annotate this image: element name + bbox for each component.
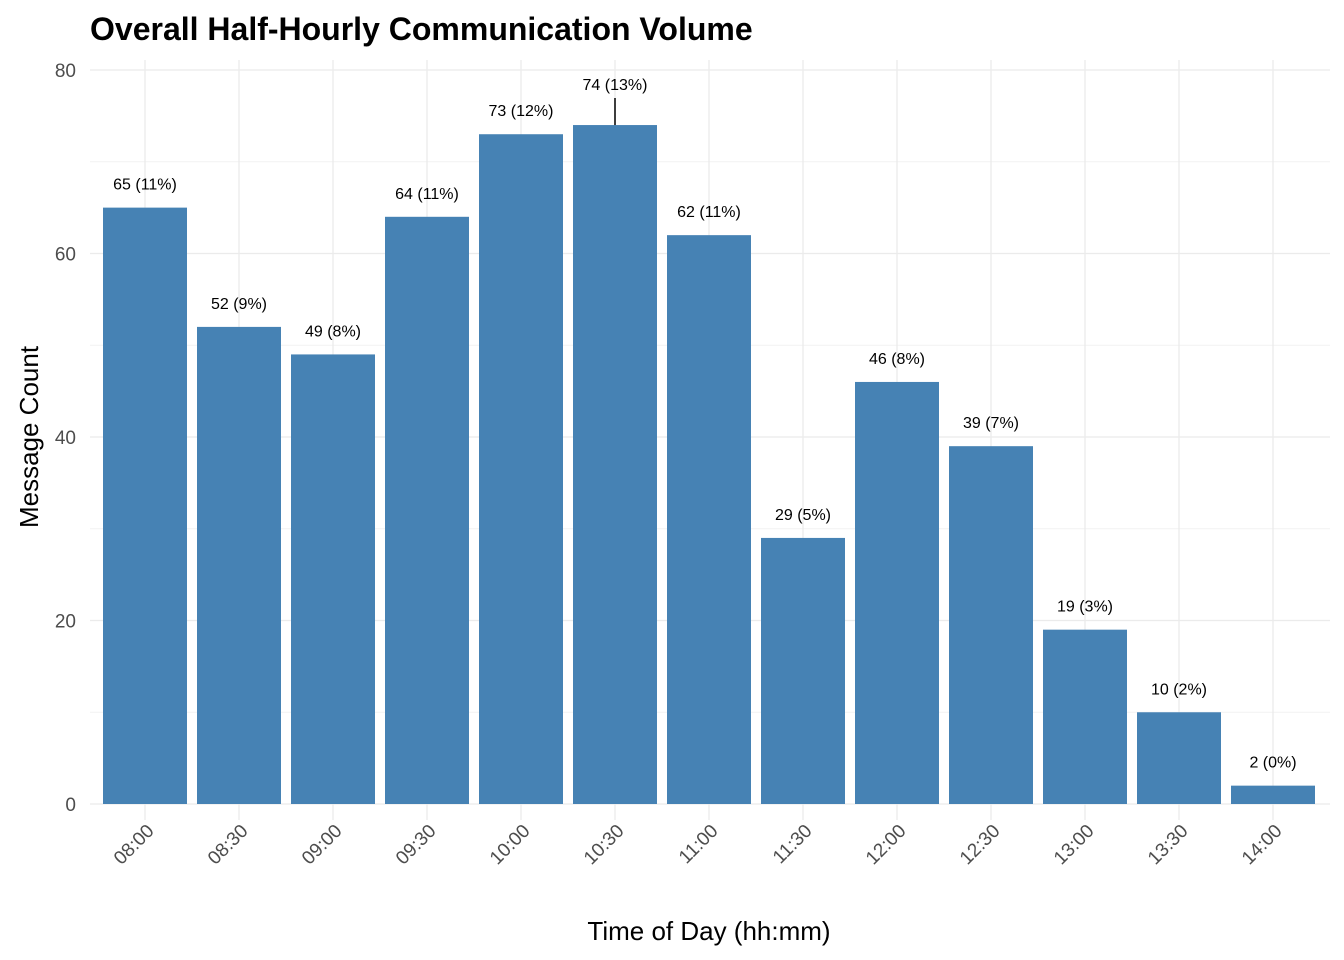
y-axis-ticks: 0 20 40 60 80 bbox=[55, 61, 76, 816]
x-tick-label: 09:00 bbox=[298, 821, 346, 869]
y-tick-label: 20 bbox=[55, 612, 76, 633]
x-tick-label: 14:00 bbox=[1238, 821, 1286, 869]
x-tick-label: 12:30 bbox=[956, 821, 1004, 869]
x-tick-label: 10:00 bbox=[486, 821, 534, 869]
data-label: 46 (8%) bbox=[869, 351, 925, 368]
bar bbox=[103, 207, 187, 804]
y-tick-label: 40 bbox=[55, 428, 76, 449]
x-tick-label: 10:30 bbox=[580, 821, 628, 869]
data-label: 19 (3%) bbox=[1057, 599, 1113, 616]
x-axis-title: Time of Day (hh:mm) bbox=[587, 916, 830, 946]
data-label: 74 (13%) bbox=[583, 77, 648, 94]
bar bbox=[1231, 785, 1315, 804]
data-label: 10 (2%) bbox=[1151, 681, 1207, 698]
data-label: 49 (8%) bbox=[305, 323, 361, 340]
data-label: 64 (11%) bbox=[395, 186, 459, 203]
bar bbox=[573, 125, 657, 805]
data-label: 2 (0%) bbox=[1249, 755, 1296, 772]
data-label: 39 (7%) bbox=[963, 415, 1019, 432]
bar bbox=[1137, 712, 1221, 804]
x-tick-label: 09:30 bbox=[392, 821, 440, 869]
bar bbox=[1043, 629, 1127, 804]
data-label: 29 (5%) bbox=[775, 507, 831, 524]
data-label: 65 (11%) bbox=[113, 177, 177, 194]
y-tick-label: 60 bbox=[55, 245, 76, 266]
data-label: 62 (11%) bbox=[677, 204, 741, 221]
chart-title: Overall Half-Hourly Communication Volume bbox=[90, 11, 753, 47]
bar bbox=[385, 216, 469, 805]
x-tick-label: 08:00 bbox=[110, 821, 158, 869]
bar bbox=[949, 446, 1033, 804]
data-label: 52 (9%) bbox=[211, 296, 267, 313]
x-tick-label: 13:00 bbox=[1050, 821, 1098, 869]
x-tick-label: 11:00 bbox=[675, 821, 722, 868]
y-tick-label: 80 bbox=[55, 61, 76, 82]
x-tick-label: 13:30 bbox=[1144, 821, 1192, 869]
bar bbox=[291, 354, 375, 804]
bars: 65 (11%) 52 (9%) 49 (8%) 64 (11%) 73 (12%) 74… bbox=[103, 77, 1315, 805]
x-axis-ticks: 08:00 08:30 09:00 09:30 10:00 10:30 11:00 11:30… bbox=[110, 821, 1286, 869]
x-tick-label: 11:30 bbox=[769, 821, 816, 868]
bar bbox=[855, 381, 939, 804]
x-tick-label: 12:00 bbox=[862, 821, 910, 869]
x-tick-label: 08:30 bbox=[204, 821, 252, 869]
bar bbox=[479, 134, 563, 805]
bar bbox=[667, 235, 751, 804]
y-axis-title: Message Count bbox=[14, 345, 44, 528]
bar bbox=[761, 537, 845, 804]
y-tick-label: 0 bbox=[65, 795, 76, 816]
bar bbox=[197, 326, 281, 804]
data-label: 73 (12%) bbox=[489, 103, 554, 120]
